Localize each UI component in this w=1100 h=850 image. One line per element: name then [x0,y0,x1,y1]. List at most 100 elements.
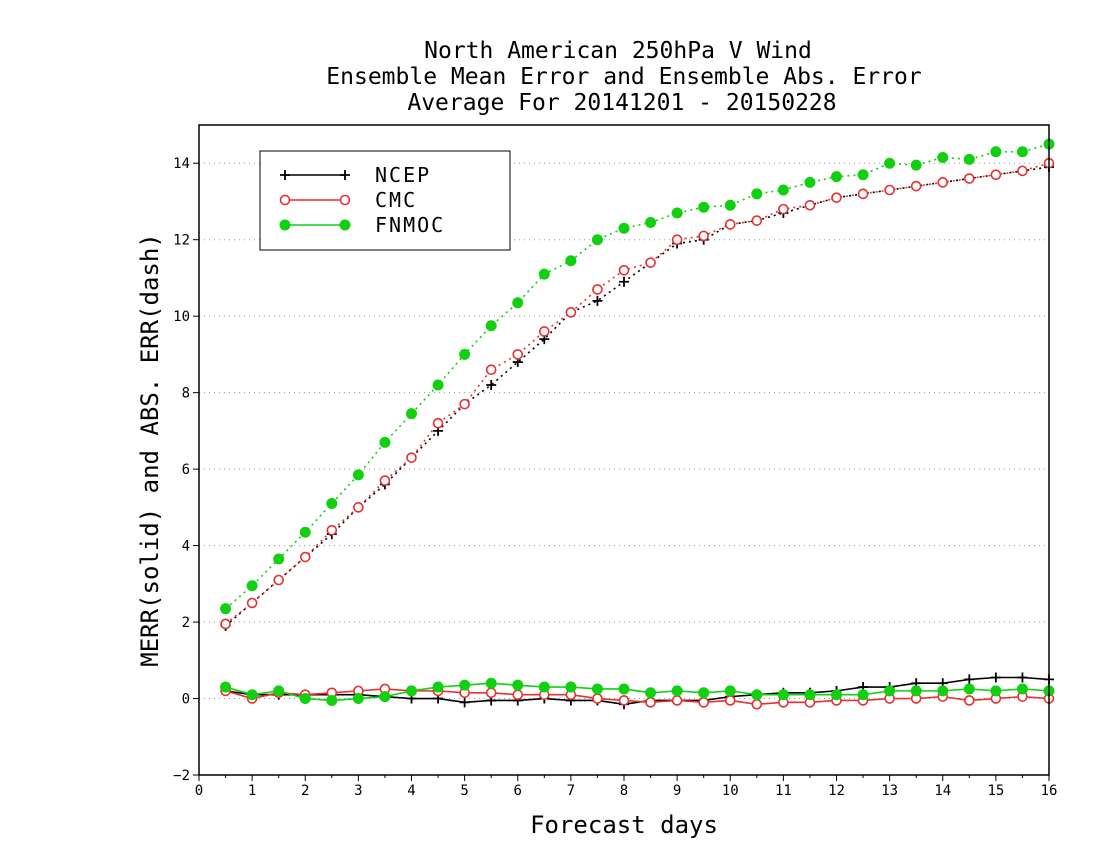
mean-error-point [591,683,603,695]
abs-error-point [379,475,391,486]
abs-error-point [246,580,258,592]
abs-error-point [671,207,683,219]
abs-error-point [565,255,577,267]
abs-error-point [326,498,338,510]
mean-error-point [777,689,789,701]
abs-error-point [406,452,417,463]
x-tick-label: 12 [828,783,845,799]
abs-error-point [220,618,231,630]
abs-error-point [698,201,710,213]
abs-error-point [964,173,975,184]
abs-error-point [831,171,842,183]
abs-error-point [220,603,232,615]
abs-error-point [963,153,975,165]
series-fnmoc [220,138,1055,706]
mean-error-point [352,693,364,705]
mean-error-point [1017,672,1028,683]
y-tick-label: 8 [182,386,190,402]
abs-error-point [618,264,630,276]
abs-error-point [485,320,497,332]
mean-error-point [246,689,258,701]
mean-error-point [963,683,975,695]
y-tick-label: 12 [173,233,190,249]
mean-error-point [671,685,683,697]
abs-error-point [592,295,603,306]
x-tick-label: 4 [407,783,415,799]
x-tick-label: 9 [673,783,681,799]
x-tick-label: 13 [881,783,898,799]
mean-error-point [432,681,444,693]
legend-entry-cmc: CMC [279,188,415,212]
x-tick-label: 6 [514,783,522,799]
mean-error-point [698,697,709,708]
mean-error-point [751,689,763,701]
mean-error-point [751,698,763,710]
chart-title-line-3: Average For 20141201 - 20150228 [407,90,836,116]
abs-error-point [459,398,470,410]
abs-error-point [937,177,949,188]
legend-marker [339,194,351,206]
mean-error-point [485,687,497,699]
mean-error-point [459,697,470,708]
y-tick-label: 6 [182,462,190,478]
abs-error-point [432,417,444,429]
mean-error-point [299,693,311,705]
mean-error-point [618,695,630,706]
mean-error-point [645,687,657,699]
abs-error-point [645,257,656,268]
y-tick-label: 10 [173,309,190,325]
x-tick-label: 14 [934,783,951,799]
abs-error-point [724,199,736,211]
mean-error-point [565,681,577,693]
mean-error-point [857,689,869,701]
mean-error-point [273,685,285,697]
abs-error-point [432,379,444,391]
abs-error-point [299,551,311,563]
chart-title-line-1: North American 250hPa V Wind [424,38,812,64]
abs-error-point [299,526,311,538]
legend-label: FNMOC [375,213,445,237]
abs-error-point [538,268,550,280]
mean-error-point [406,685,417,697]
abs-error-point [990,146,1002,158]
mean-error-point [964,695,975,706]
abs-error-point [937,152,949,163]
chart-title-line-2: Ensemble Mean Error and Ensemble Abs. Er… [326,64,921,90]
mean-error-point [379,691,391,703]
x-tick-label: 1 [248,783,256,799]
abs-error-point [857,169,869,181]
abs-error-point [1017,165,1028,177]
chart-title: North American 250hPa V Wind Ensemble Me… [326,38,921,116]
y-tick-label: 14 [173,156,190,172]
x-tick-label: 3 [354,783,362,799]
abs-error-point [512,349,524,360]
legend-box [259,150,511,251]
x-axis-label: Forecast days [530,811,718,839]
mean-error-point [220,681,232,693]
legend-marker [280,170,290,180]
abs-error-point [618,222,630,234]
abs-error-point [512,297,524,309]
mean-error-point [964,674,975,685]
mean-error-point [592,693,603,704]
mean-error-point [512,679,524,691]
abs-error-point [751,188,763,200]
x-tick-label: 5 [460,783,468,799]
x-tick-label: 11 [775,783,792,799]
abs-error-point [910,159,922,171]
x-tick-label: 7 [567,783,575,799]
mean-error-point [831,689,842,701]
abs-error-point [857,188,869,200]
legend-marker [279,194,291,206]
abs-error-point [246,597,258,609]
mean-error-point [724,685,736,697]
y-axis-label: MERR(solid) and ABS. ERR(dash) [136,233,164,666]
abs-error-point [831,192,842,203]
mean-error-point [459,679,471,691]
mean-error-point [671,695,683,706]
abs-error-point [273,553,285,565]
abs-error-point [698,230,709,242]
abs-error-point [539,326,550,337]
